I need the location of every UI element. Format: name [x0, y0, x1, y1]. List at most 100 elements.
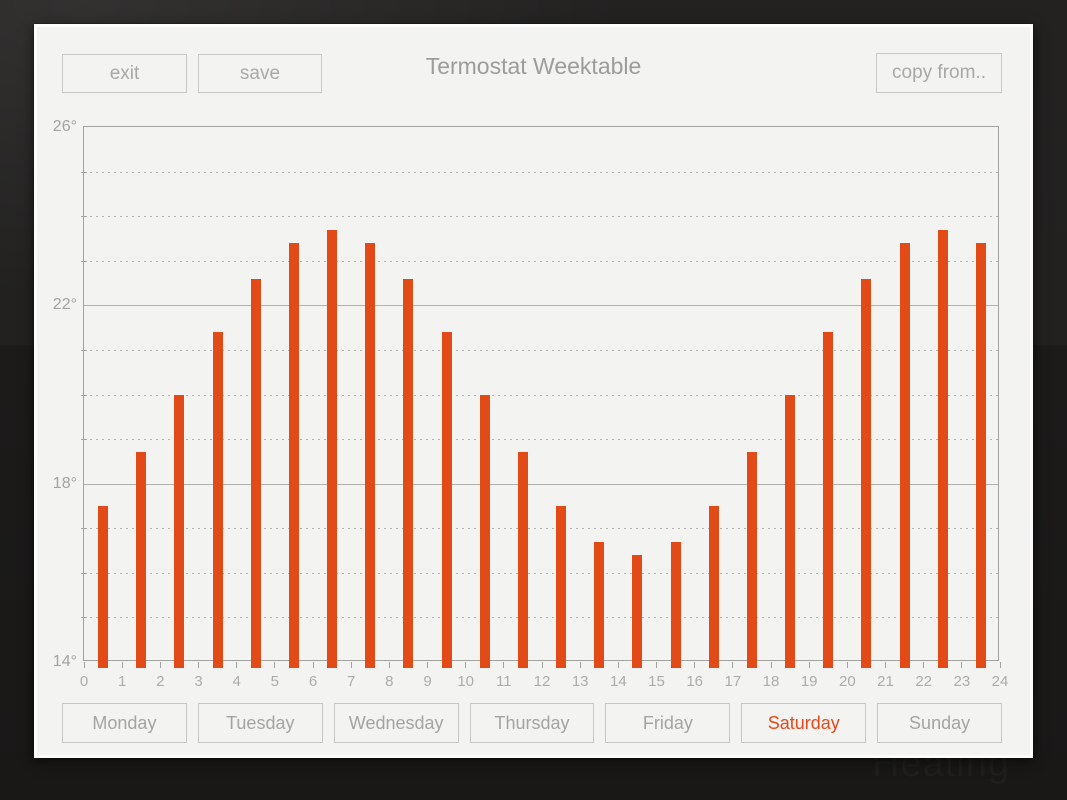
y-axis-tick-24deg	[81, 216, 87, 218]
thermostat-weektable-window: exit save Termostat Weektable copy from.…	[34, 24, 1033, 758]
day-tab-tuesday[interactable]: Tuesday	[197, 703, 323, 743]
y-axis-tick-16deg	[81, 572, 87, 574]
x-axis-tick-20	[846, 662, 848, 668]
x-axis-tick-2	[159, 662, 161, 668]
chart-area: 26° 22° 18° 14° 0 1 2 3 4 5 6 7 8 9 10 11 12 13 14 15 16 17 18…	[53, 118, 1009, 690]
day-tab-friday[interactable]: Friday	[605, 703, 731, 743]
x-axis-tick-18	[770, 662, 772, 668]
y-axis-tick-23deg	[81, 260, 87, 262]
temperature-bar-hour-2[interactable]	[174, 394, 185, 668]
temperature-bar-hour-1[interactable]	[136, 452, 147, 668]
gridline-18deg	[84, 483, 998, 485]
gridline-15deg	[84, 617, 998, 619]
x-axis-label-18: 18	[762, 673, 780, 690]
x-axis-tick-4	[236, 662, 238, 668]
y-axis-tick-25deg	[81, 171, 87, 173]
day-tab-sunday[interactable]: Sunday	[877, 703, 1003, 743]
y-axis-tick-15deg	[81, 617, 87, 619]
x-axis-label-10: 10	[457, 673, 474, 690]
x-axis-tick-15	[656, 662, 657, 668]
x-axis-label-23: 23	[953, 673, 971, 690]
y-axis-label-18: 18°	[52, 474, 77, 492]
x-axis-label-4: 4	[232, 673, 241, 690]
x-axis-label-9: 9	[423, 673, 432, 690]
temperature-bar-hour-13[interactable]	[594, 541, 605, 668]
x-axis-tick-24	[999, 662, 1001, 668]
gridline-22deg	[84, 305, 998, 307]
x-axis-tick-11	[503, 662, 505, 668]
day-tab-thursday[interactable]: Thursday	[469, 703, 595, 743]
temperature-bar-hour-23[interactable]	[975, 242, 986, 668]
temperature-bar-hour-6[interactable]	[327, 229, 338, 668]
x-axis-tick-0	[83, 662, 85, 668]
x-axis-label-20: 20	[838, 673, 856, 690]
temperature-bar-hour-16[interactable]	[708, 505, 719, 668]
day-tab-saturday[interactable]: Saturday	[741, 703, 867, 743]
x-axis-label-7: 7	[346, 673, 356, 690]
gridline-21deg	[84, 349, 998, 351]
y-axis-tick-21deg	[81, 349, 87, 351]
temperature-bar-hour-12[interactable]	[556, 505, 567, 668]
x-axis-label-3: 3	[194, 673, 203, 690]
y-axis-label-26: 26°	[52, 118, 77, 135]
temperature-bar-hour-7[interactable]	[365, 242, 376, 668]
temperature-bar-hour-8[interactable]	[403, 278, 414, 668]
x-axis-tick-21	[885, 662, 886, 668]
x-axis-label-5: 5	[270, 673, 279, 690]
x-axis-tick-1	[121, 662, 123, 668]
temperature-bar-hour-19[interactable]	[823, 332, 834, 668]
save-button[interactable]: save	[198, 54, 322, 93]
x-axis-tick-23	[961, 662, 963, 668]
x-axis-tick-13	[579, 662, 581, 668]
gridline-16deg	[84, 572, 998, 574]
temperature-bar-hour-9[interactable]	[441, 332, 452, 668]
x-axis-label-14: 14	[609, 673, 627, 690]
x-axis-label-0: 0	[79, 673, 89, 690]
exit-button[interactable]: exit	[62, 54, 187, 93]
x-axis-tick-22	[923, 662, 925, 668]
temperature-bar-hour-17[interactable]	[746, 452, 757, 668]
temperature-bar-hour-5[interactable]	[288, 242, 299, 668]
x-axis-tick-17	[732, 662, 734, 668]
gridline-25deg	[84, 171, 998, 173]
x-axis-label-13: 13	[571, 673, 589, 690]
x-axis-tick-16	[694, 662, 696, 668]
temperature-bar-hour-18[interactable]	[785, 394, 796, 668]
day-tab-monday[interactable]: Monday	[62, 703, 187, 743]
y-axis-tick-20deg	[81, 394, 87, 396]
gridline-20deg	[84, 394, 998, 396]
copy-from-button[interactable]: copy from..	[876, 53, 1002, 93]
temperature-bar-hour-14[interactable]	[632, 555, 643, 668]
temperature-bar-hour-15[interactable]	[670, 541, 681, 668]
temperature-bar-hour-4[interactable]	[250, 278, 261, 668]
temperature-bar-hour-10[interactable]	[479, 394, 490, 668]
x-axis-label-11: 11	[496, 673, 512, 690]
x-axis-label-19: 19	[800, 673, 818, 690]
x-axis-tick-14	[617, 662, 619, 668]
x-axis-label-12: 12	[533, 673, 551, 690]
y-axis-tick-17deg	[81, 528, 87, 530]
x-axis-tick-5	[274, 662, 276, 668]
x-axis-tick-3	[198, 662, 199, 668]
x-axis-tick-7	[350, 662, 352, 668]
day-tab-wednesday[interactable]: Wednesday	[333, 703, 459, 743]
y-axis-tick-19deg	[81, 439, 87, 441]
x-axis-label-15: 15	[648, 673, 665, 690]
temperature-bar-hour-21[interactable]	[899, 242, 910, 668]
x-axis-tick-8	[388, 662, 390, 668]
x-axis-label-17: 17	[724, 673, 742, 690]
temperature-bar-hour-11[interactable]	[517, 452, 528, 668]
gridline-17deg	[84, 528, 998, 530]
temperature-bar-hour-22[interactable]	[937, 229, 948, 668]
x-axis-tick-9	[427, 662, 428, 668]
temperature-bar-hour-0[interactable]	[98, 505, 109, 668]
x-axis-tick-12	[541, 662, 543, 668]
temperature-bar-hour-20[interactable]	[861, 278, 872, 668]
y-axis-label-14: 14°	[52, 653, 77, 670]
x-axis-label-2: 2	[156, 673, 165, 690]
x-axis-label-24: 24	[991, 673, 1009, 690]
temperature-bar-hour-3[interactable]	[212, 332, 223, 668]
x-axis-label-8: 8	[385, 673, 394, 690]
gridline-19deg	[84, 439, 998, 441]
gridline-23deg	[84, 260, 998, 262]
